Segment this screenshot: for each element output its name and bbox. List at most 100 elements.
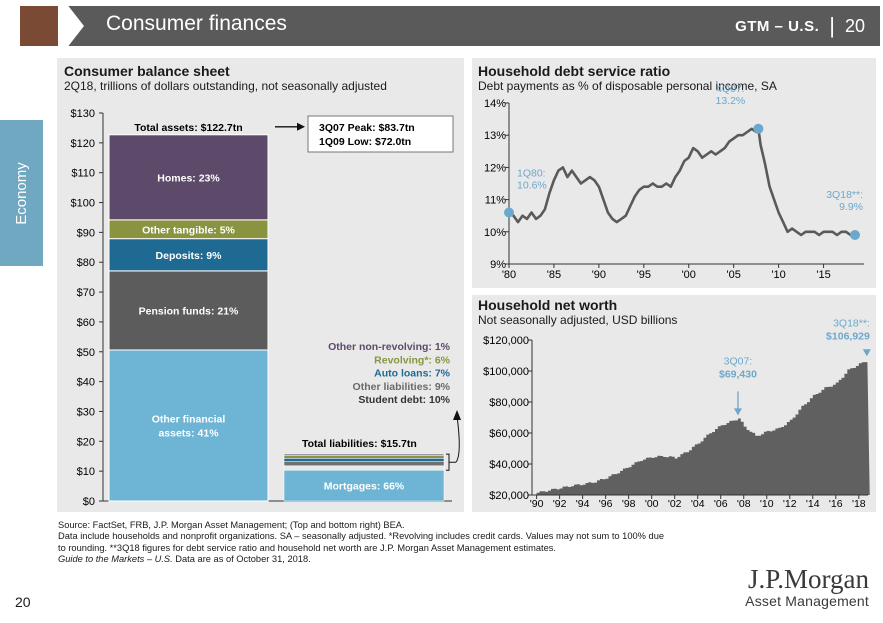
- asset-bar-segment: [108, 238, 269, 272]
- liability-legend-entry: Revolving*: 6%: [374, 354, 451, 366]
- asset-segment-label: Homes: 23%: [157, 172, 220, 184]
- footnotes: Source: FactSet, FRB, J.P. Morgan Asset …: [58, 520, 798, 565]
- header-page-number: 20: [844, 15, 865, 36]
- header-section-info: GTM – U.S. | 20: [735, 13, 865, 39]
- footnote-line: Data include households and nonprofit or…: [58, 531, 665, 542]
- liability-bar-segment: [283, 465, 445, 471]
- x-tick-label: '95: [637, 269, 651, 281]
- y-tick-label: $60,000: [489, 428, 529, 440]
- x-tick-label: '08: [737, 498, 751, 510]
- liability-bar-segment: [283, 455, 445, 459]
- dsr-series-line: [508, 127, 855, 237]
- y-tick-label: $90: [77, 227, 95, 239]
- peak-low-text: 3Q07 Peak: $83.7tn: [319, 122, 415, 134]
- liability-legend-entry: Other non-revolving: 1%: [328, 341, 451, 353]
- x-tick-label: '02: [668, 498, 682, 510]
- peak-low-box: [307, 115, 454, 153]
- x-tick-label: '15: [816, 269, 830, 281]
- asset-segment-label: Pension funds: 21%: [139, 305, 239, 317]
- y-tick-label: $120,000: [483, 335, 529, 347]
- footnote-line: Source: FactSet, FRB, J.P. Morgan Asset …: [58, 520, 405, 530]
- header-bar: [20, 6, 880, 46]
- x-tick-label: '00: [682, 269, 696, 281]
- dsr-annotation-label: 9.9%: [839, 201, 863, 213]
- liability-legend-entry: Other liabilities: 9%: [353, 381, 451, 393]
- y-tick-label: $40,000: [489, 459, 529, 471]
- peak-low-text: 1Q09 Low: $72.0tn: [319, 136, 411, 148]
- x-tick-label: '14: [806, 498, 820, 510]
- x-tick-label: '85: [547, 269, 561, 281]
- section-tab-label: Economy: [13, 161, 30, 225]
- x-tick-label: '05: [727, 269, 741, 281]
- networth-annotation-label: $69,430: [719, 368, 757, 380]
- x-tick-label: '94: [576, 498, 590, 510]
- x-tick-label: '90: [592, 269, 606, 281]
- debt-service-panel: Household debt service ratio Debt paymen…: [472, 58, 876, 288]
- guide-label: GTM – U.S.: [735, 17, 820, 35]
- x-tick-label: '80: [502, 269, 516, 281]
- y-tick-label: $20,000: [489, 490, 529, 502]
- asset-segment-label: Other financial: [152, 413, 226, 425]
- liabilities-bracket: [446, 453, 456, 471]
- net-worth-panel: Household net worth Not seasonally adjus…: [472, 295, 876, 512]
- dsr-subtitle: Debt payments as % of disposable persona…: [478, 79, 777, 93]
- x-tick-label: '90: [530, 498, 544, 510]
- y-tick-label: 9%: [490, 259, 506, 271]
- liability-bar-segment: [283, 453, 445, 456]
- y-tick-label: $30: [77, 406, 95, 418]
- balance-sheet-chart: $0 $10 $20 $30 $40 $50 $60 $70 $80 $90 $100 $110 $12…: [71, 108, 461, 508]
- dsr-annotation-label: 4Q07:: [716, 83, 745, 95]
- networth-annotation-label: 3Q18**:: [833, 317, 870, 329]
- y-tick-label: $50: [77, 347, 95, 359]
- dsr-title: Household debt service ratio: [478, 63, 671, 79]
- dsr-highlight-point: [753, 123, 764, 134]
- x-tick-label: '10: [771, 269, 785, 281]
- balance-sheet-panel: Consumer balance sheet 2Q18, trillions o…: [57, 58, 464, 512]
- header-separator: |: [829, 13, 835, 38]
- page-title: Consumer finances: [106, 12, 287, 35]
- y-tick-label: $100: [71, 198, 95, 210]
- x-tick-label: '92: [553, 498, 567, 510]
- footnote-line: Guide to the Markets – U.S. Data are as …: [58, 554, 798, 565]
- liabilities-arrow-line: [455, 415, 460, 463]
- liability-legend-entry: Auto loans: 7%: [374, 368, 451, 380]
- y-tick-label: 11%: [485, 195, 506, 207]
- y-tick-label: $60: [77, 317, 95, 329]
- networth-annotation-label: 3Q07:: [724, 355, 753, 367]
- x-tick-label: '96: [599, 498, 613, 510]
- asset-bar-segment: [108, 270, 269, 351]
- balance-sheet-subtitle: 2Q18, trillions of dollars outstanding, …: [64, 79, 387, 93]
- y-tick-label: $80: [77, 257, 95, 269]
- y-tick-label: $110: [71, 168, 95, 180]
- x-tick-label: '06: [714, 498, 728, 510]
- asset-management-label: Asset Management: [745, 593, 869, 609]
- liability-legend-entry: Student debt: 10%: [358, 394, 450, 406]
- x-tick-label: '00: [645, 498, 659, 510]
- mortgages-label: Mortgages: 66%: [324, 481, 405, 493]
- x-tick-label: '16: [829, 498, 843, 510]
- footnote-line: to rounding. **3Q18 figures for debt ser…: [58, 542, 557, 553]
- total-liabilities-label: Total liabilities: $15.7tn: [302, 438, 417, 450]
- asset-bar-segment: [108, 134, 269, 221]
- dsr-annotation-label: 3Q18**:: [826, 189, 863, 201]
- x-tick-label: '18: [852, 498, 866, 510]
- section-tab[interactable]: [0, 120, 43, 266]
- y-tick-label: $0: [83, 496, 95, 508]
- x-tick-label: '12: [783, 498, 797, 510]
- y-tick-label: $20: [77, 436, 95, 448]
- y-tick-label: $40: [77, 377, 95, 389]
- balance-sheet-title: Consumer balance sheet: [64, 63, 230, 79]
- networth-subtitle: Not seasonally adjusted, USD billions: [478, 313, 678, 327]
- guide-name: Guide to the Markets – U.S.: [58, 553, 173, 564]
- asset-bar-segment: [108, 349, 269, 502]
- dsr-highlight-point: [504, 207, 514, 218]
- x-tick-label: '04: [691, 498, 705, 510]
- dsr-highlight-point: [850, 230, 861, 241]
- y-tick-label: 14%: [484, 98, 506, 110]
- y-tick-label: $120: [71, 138, 95, 150]
- dsr-annotation-label: 10.6%: [517, 179, 547, 191]
- y-tick-label: 13%: [484, 130, 506, 142]
- jpmorgan-logo: J.P.Morgan: [747, 564, 869, 594]
- data-as-of: Data are as of October 31, 2018.: [172, 553, 311, 564]
- assets-arrow-head: [297, 122, 305, 131]
